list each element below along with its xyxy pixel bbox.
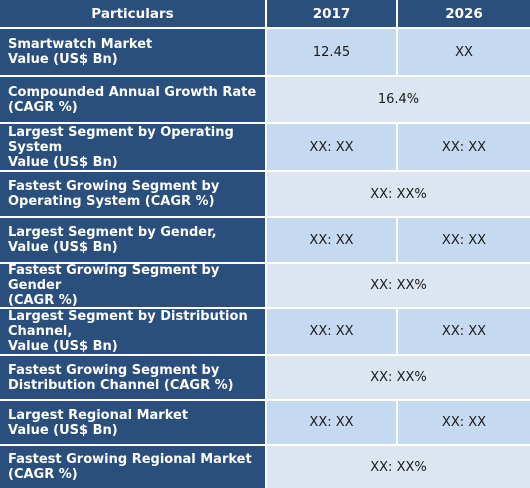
row-value-merged: XX: XX% xyxy=(267,172,530,216)
row-label: Fastest Growing Segment by Distribution … xyxy=(0,356,265,399)
row-value-merged: 16.4% xyxy=(267,77,530,122)
header-particulars: Particulars xyxy=(0,0,265,27)
row-label: Largest Regional Market Value (US$ Bn) xyxy=(0,401,265,444)
row-value-2026: XX: XX xyxy=(398,218,530,262)
row-value-2017: XX: XX xyxy=(267,218,396,262)
header-year-2026: 2026 xyxy=(398,0,530,27)
row-label: Compounded Annual Growth Rate (CAGR %) xyxy=(0,77,265,122)
row-label: Largest Segment by Distribution Channel,… xyxy=(0,309,265,354)
row-label: Fastest Growing Segment by Operating Sys… xyxy=(0,172,265,216)
row-value-merged: XX: XX% xyxy=(267,356,530,399)
row-label: Largest Segment by Operating System Valu… xyxy=(0,124,265,170)
row-value-2026: XX: XX xyxy=(398,401,530,444)
row-label: Fastest Growing Regional Market (CAGR %) xyxy=(0,446,265,488)
row-value-merged: XX: XX% xyxy=(267,446,530,488)
row-value-2026: XX: XX xyxy=(398,124,530,170)
row-value-merged: XX: XX% xyxy=(267,264,530,307)
row-label: Smartwatch Market Value (US$ Bn) xyxy=(0,29,265,75)
row-value-2026: XX xyxy=(398,29,530,75)
header-year-2017: 2017 xyxy=(267,0,396,27)
row-value-2017: 12.45 xyxy=(267,29,396,75)
row-value-2017: XX: XX xyxy=(267,401,396,444)
row-value-2017: XX: XX xyxy=(267,309,396,354)
row-label: Largest Segment by Gender, Value (US$ Bn… xyxy=(0,218,265,262)
row-value-2026: XX: XX xyxy=(398,309,530,354)
row-value-2017: XX: XX xyxy=(267,124,396,170)
row-label: Fastest Growing Segment by Gender (CAGR … xyxy=(0,263,265,308)
